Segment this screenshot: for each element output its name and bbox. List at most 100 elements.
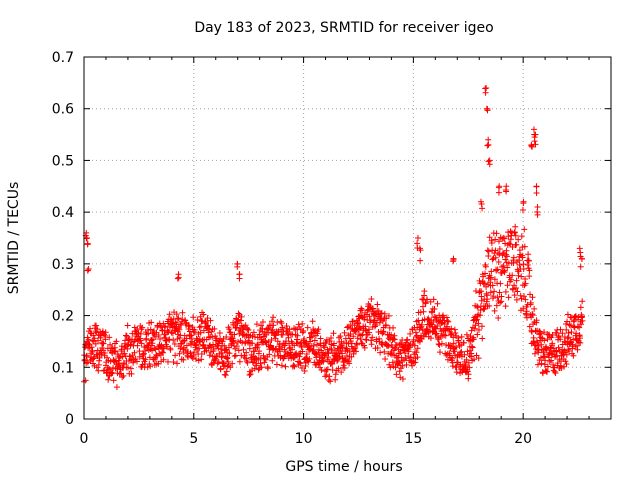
data-point <box>390 335 397 342</box>
data-point <box>89 347 96 354</box>
data-point <box>335 365 342 372</box>
data-point <box>277 318 284 325</box>
data-point <box>354 341 361 348</box>
data-point <box>147 326 154 333</box>
data-point <box>506 240 513 247</box>
data-point <box>513 241 520 248</box>
data-point <box>350 333 357 340</box>
data-point <box>495 189 502 196</box>
data-point <box>482 263 489 270</box>
data-point <box>275 329 282 336</box>
data-point <box>484 296 491 303</box>
data-point <box>149 340 156 347</box>
data-point <box>546 358 553 365</box>
data-point <box>501 267 508 274</box>
data-point <box>273 361 280 368</box>
data-point <box>327 378 334 385</box>
data-point <box>433 330 440 337</box>
data-point <box>445 318 452 325</box>
data-point <box>334 356 341 363</box>
data-point <box>269 326 276 333</box>
data-point <box>323 366 330 373</box>
data-point <box>422 299 429 306</box>
data-point <box>157 335 164 342</box>
data-point <box>113 338 120 345</box>
data-point <box>217 366 224 373</box>
data-point <box>463 331 470 338</box>
data-point <box>205 334 212 341</box>
data-point <box>482 85 489 92</box>
data-point <box>254 344 261 351</box>
data-point <box>491 288 498 295</box>
data-point <box>283 323 290 330</box>
data-point <box>577 263 584 270</box>
data-point <box>444 356 451 363</box>
data-point <box>260 352 267 359</box>
data-point <box>553 329 560 336</box>
data-point <box>224 363 231 370</box>
data-point <box>147 363 154 370</box>
data-point <box>458 348 465 355</box>
data-point <box>465 371 472 378</box>
data-point <box>520 305 527 312</box>
data-point <box>88 344 95 351</box>
data-point <box>180 356 187 363</box>
data-point <box>503 253 510 260</box>
data-point <box>528 328 535 335</box>
data-point <box>183 335 190 342</box>
data-point <box>320 358 327 365</box>
data-point <box>462 363 469 370</box>
data-point <box>471 325 478 332</box>
data-point <box>381 348 388 355</box>
data-point <box>509 272 516 279</box>
data-point <box>484 106 491 113</box>
data-point <box>170 337 177 344</box>
data-point <box>405 348 412 355</box>
data-point <box>102 336 109 343</box>
data-point <box>172 319 179 326</box>
data-point <box>270 322 277 329</box>
data-point <box>341 365 348 372</box>
data-point <box>389 344 396 351</box>
data-point <box>323 340 330 347</box>
data-point <box>84 267 91 274</box>
data-point <box>100 340 107 347</box>
data-point <box>496 251 503 258</box>
data-point <box>392 345 399 352</box>
data-point <box>221 371 228 378</box>
data-point <box>522 275 529 282</box>
data-point <box>172 352 179 359</box>
data-point <box>494 294 501 301</box>
data-point <box>387 364 394 371</box>
data-point <box>196 345 203 352</box>
data-point <box>570 352 577 359</box>
data-point <box>388 331 395 338</box>
data-point <box>315 326 322 333</box>
data-point <box>423 326 430 333</box>
data-point <box>171 341 178 348</box>
data-point <box>285 334 292 341</box>
data-point <box>225 358 232 365</box>
data-point <box>95 367 102 374</box>
data-point <box>369 306 376 313</box>
data-point <box>526 323 533 330</box>
data-point <box>240 326 247 333</box>
data-point <box>205 329 212 336</box>
data-point <box>298 344 305 351</box>
data-point <box>119 374 126 381</box>
data-point <box>528 142 535 149</box>
data-point <box>196 324 203 331</box>
data-point <box>204 315 211 322</box>
data-point <box>163 343 170 350</box>
data-point <box>202 318 209 325</box>
data-point <box>503 247 510 254</box>
data-point <box>471 356 478 363</box>
data-point <box>300 327 307 334</box>
data-point <box>258 322 265 329</box>
data-point <box>499 263 506 270</box>
y-tick-label: 0 <box>65 412 74 428</box>
data-point <box>123 333 130 340</box>
data-point <box>382 321 389 328</box>
data-point <box>127 365 134 372</box>
